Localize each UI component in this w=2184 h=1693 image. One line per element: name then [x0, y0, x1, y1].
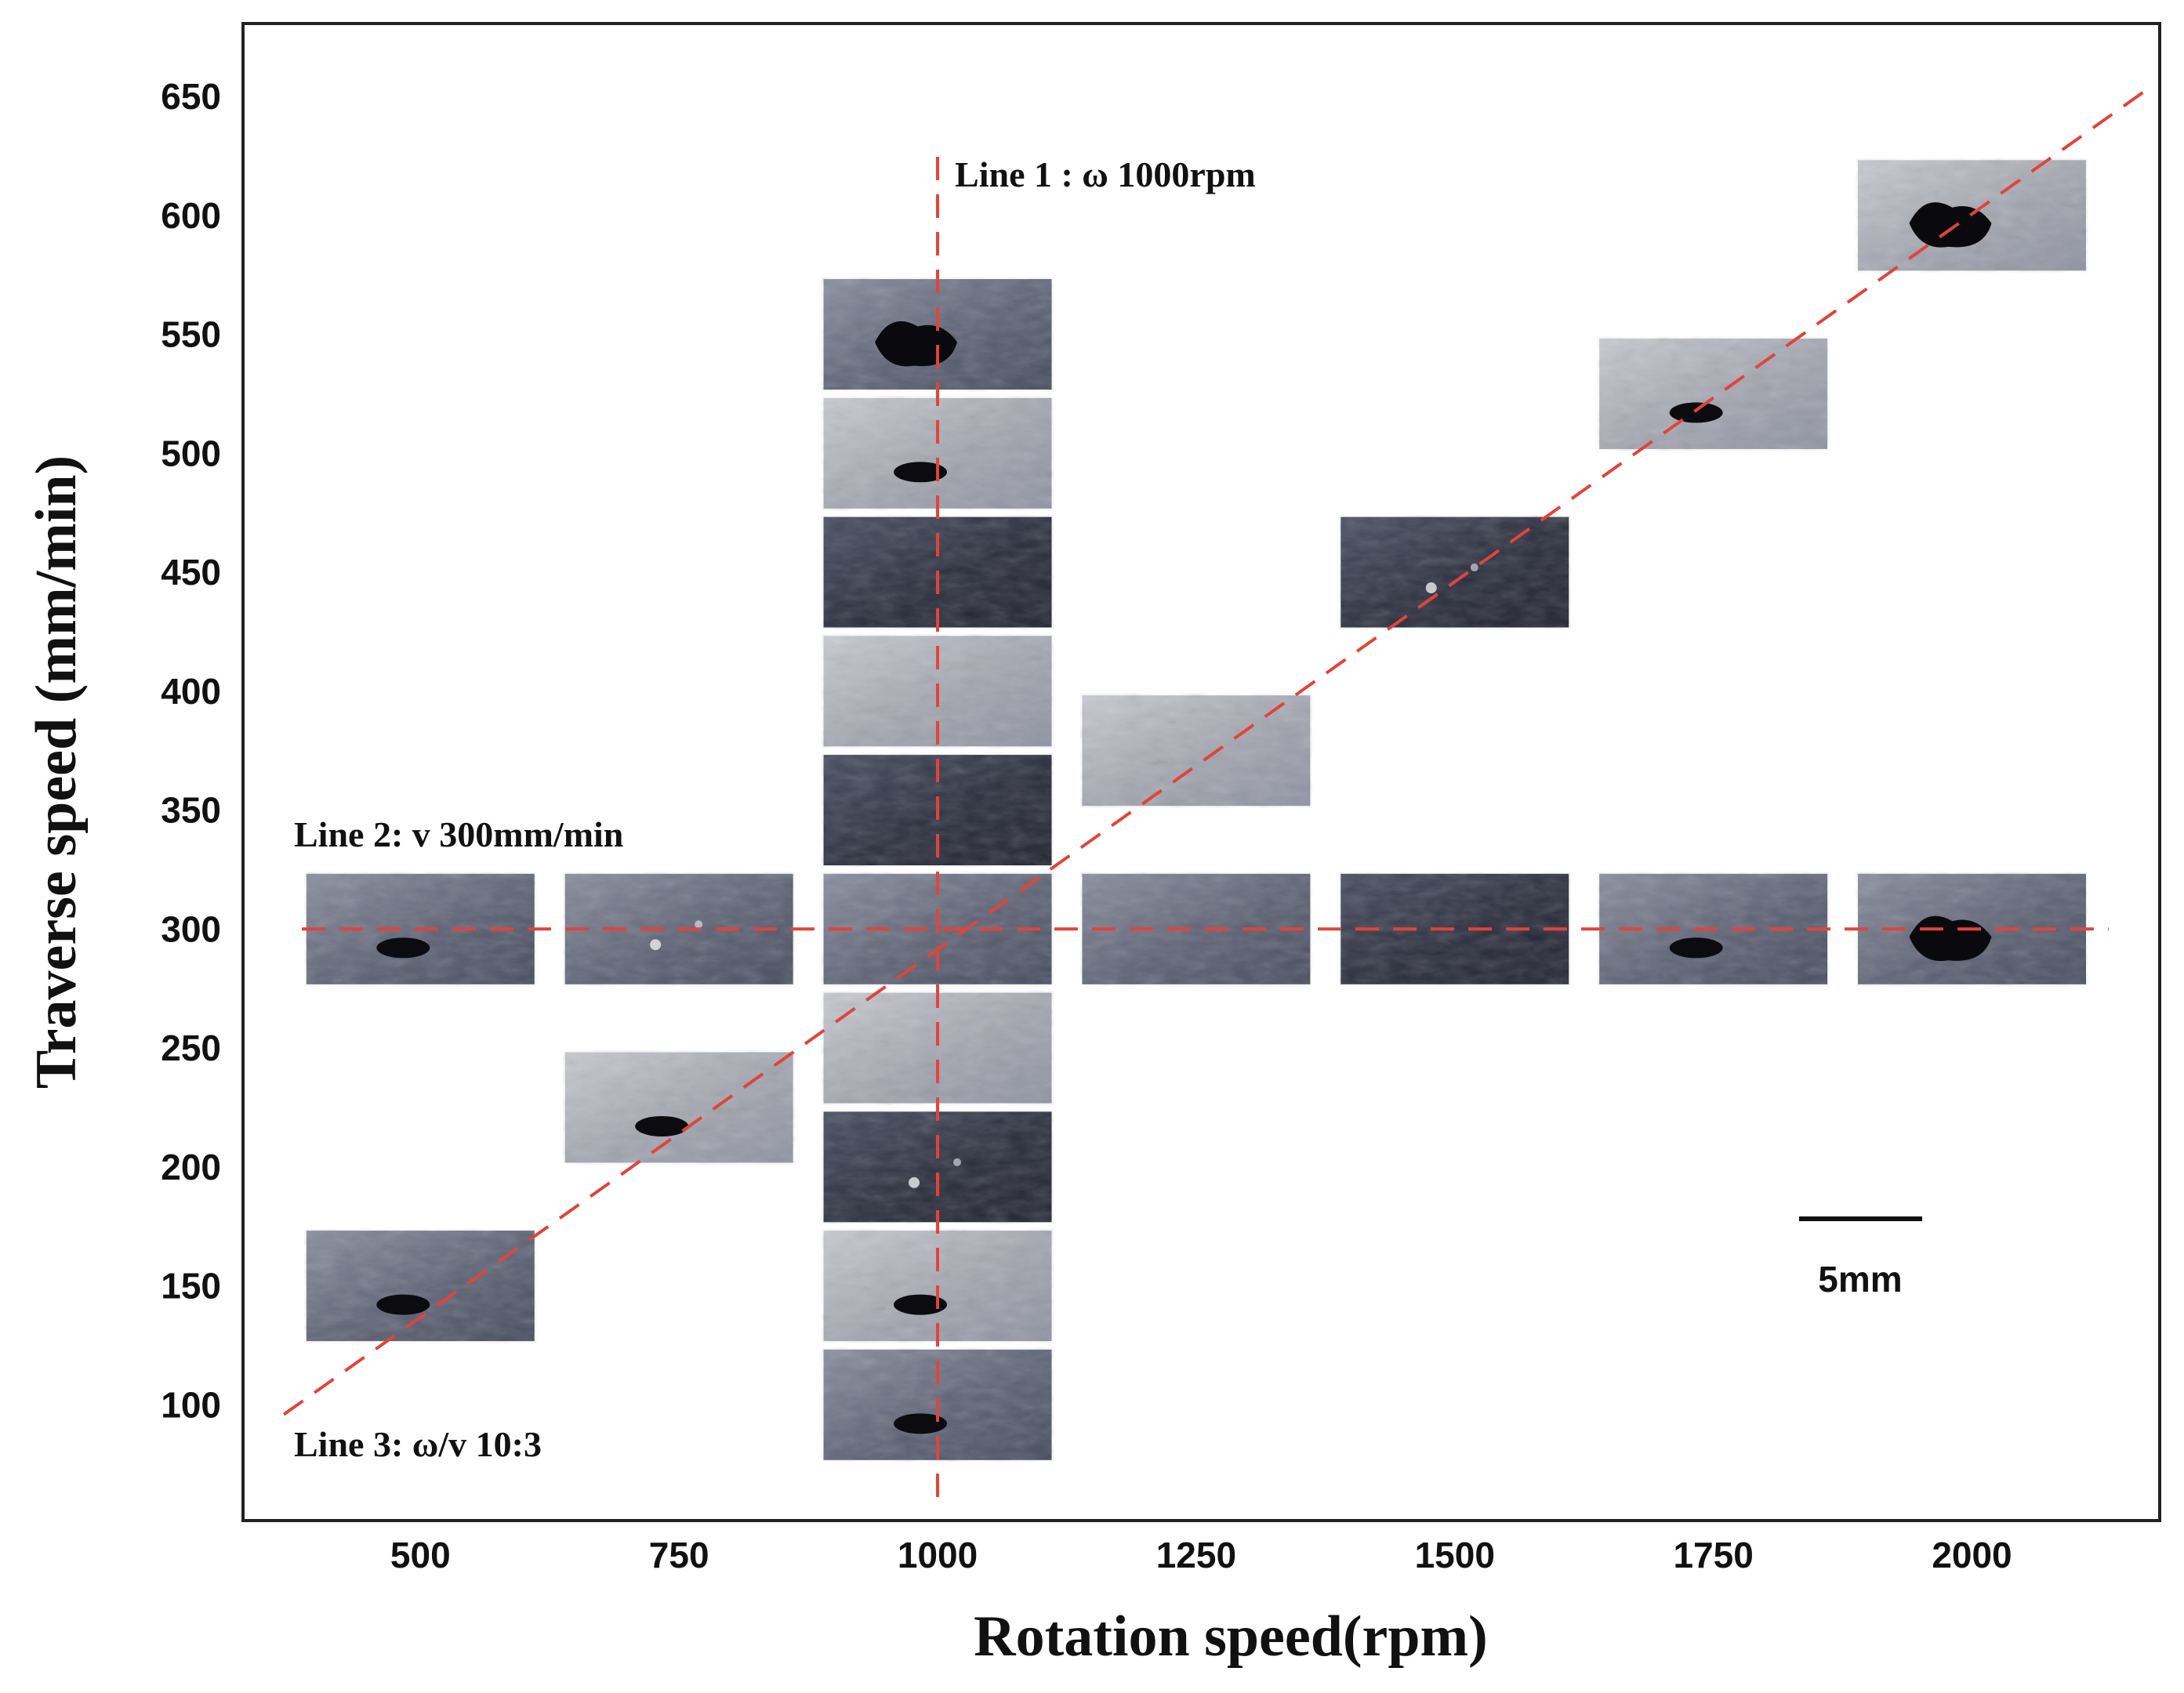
- scale-bar-label: 5mm: [1818, 1259, 1902, 1300]
- sample-defect: [1669, 402, 1723, 423]
- sample-defect: [376, 937, 430, 959]
- reference-line-label: Line 3: ω/v 10:3: [294, 1424, 542, 1464]
- reference-line-label: Line 2: v 300mm/min: [294, 814, 623, 854]
- sample-defect: [1669, 937, 1723, 959]
- sample-image-texture: [304, 1228, 537, 1343]
- y-tick-label: 500: [161, 433, 221, 473]
- y-tick-label: 300: [161, 908, 221, 949]
- sample-defect: [1909, 915, 1992, 962]
- sample-image: [302, 1227, 539, 1346]
- y-tick-label: 400: [161, 671, 221, 712]
- x-axis-ticks: 500 750 1000 1250 1500 1750 2000: [390, 1535, 2012, 1575]
- sample-defect: [894, 1413, 948, 1434]
- sample-image: [819, 988, 1056, 1108]
- x-tick-label: 500: [390, 1535, 451, 1575]
- sample-defect: [909, 1176, 920, 1188]
- reference-line: [282, 90, 2145, 1416]
- reference-line-label: Line 1 : ω 1000rpm: [955, 154, 1256, 194]
- y-tick-label: 550: [161, 314, 221, 355]
- y-tick-label: 100: [161, 1384, 221, 1425]
- sample-image-texture: [822, 991, 1054, 1106]
- sample-image-texture: [1079, 872, 1312, 987]
- sample-image: [1078, 869, 1315, 988]
- sample-defect: [953, 1158, 962, 1166]
- y-tick-label: 350: [161, 790, 221, 831]
- sample-defect: [894, 1294, 948, 1315]
- sample-defect: [1470, 564, 1478, 572]
- sample-image: [1595, 334, 1832, 453]
- sample-defect: [1425, 582, 1437, 594]
- sample-image: [819, 393, 1056, 513]
- sample-image-texture: [1079, 693, 1312, 808]
- sample-image: [1337, 513, 1573, 632]
- sample-image-texture: [1338, 515, 1571, 630]
- x-tick-label: 2000: [1932, 1535, 2012, 1575]
- x-axis-title: Rotation speed(rpm): [974, 1604, 1488, 1669]
- y-tick-label: 600: [161, 195, 221, 236]
- sample-image: [561, 1048, 797, 1167]
- x-tick-label: 1250: [1156, 1535, 1236, 1575]
- sample-image: [1078, 691, 1315, 810]
- sample-image: [819, 1108, 1056, 1227]
- sample-defect: [695, 920, 703, 929]
- y-tick-label: 450: [161, 552, 221, 593]
- sample-image-texture: [563, 1050, 796, 1165]
- scale-bar: 5mm: [1799, 1216, 1922, 1300]
- y-tick-label: 650: [161, 76, 221, 117]
- y-tick-label: 200: [161, 1147, 221, 1187]
- reference-lines: [282, 90, 2145, 1509]
- sample-image: [819, 275, 1056, 394]
- x-tick-label: 750: [649, 1535, 709, 1575]
- sample-image-texture: [1597, 336, 1830, 451]
- x-tick-label: 1000: [898, 1535, 978, 1575]
- sample-image-texture: [822, 396, 1054, 511]
- sample-defect: [894, 462, 948, 483]
- y-axis-ticks: 100 150 200 250 300 350 400 450 500 550 600 650: [161, 76, 221, 1425]
- sample-defect: [635, 1115, 689, 1137]
- x-tick-label: 1750: [1673, 1535, 1753, 1575]
- reference-line-labels: Line 1 : ω 1000rpm Line 2: v 300mm/min Lin…: [294, 154, 1256, 1464]
- y-tick-label: 250: [161, 1028, 221, 1068]
- y-tick-label: 150: [161, 1266, 221, 1307]
- sample-defect: [650, 939, 662, 951]
- y-axis-title: Traverse speed (mm/min): [24, 455, 89, 1089]
- x-tick-label: 1500: [1415, 1535, 1495, 1575]
- sample-image-texture: [822, 1109, 1054, 1224]
- sample-defect: [376, 1294, 430, 1315]
